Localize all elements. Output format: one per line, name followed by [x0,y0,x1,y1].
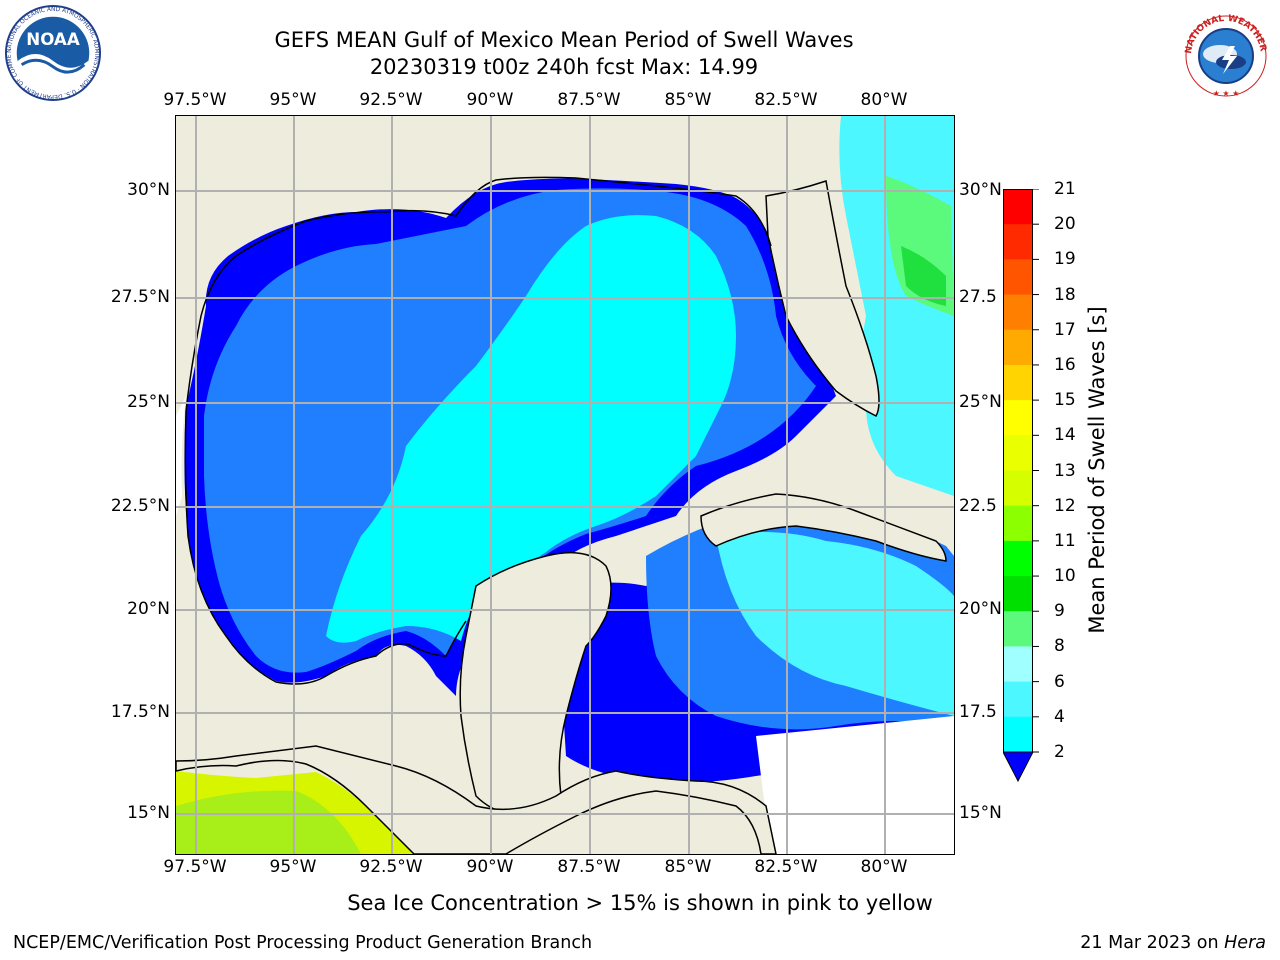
colorbar-tick-label: 19 [1054,249,1076,270]
lon-tick-bottom: 97.5°W [163,857,227,877]
colorbar-tick-label: 16 [1054,354,1076,375]
colorbar-segment [1003,505,1033,542]
colorbar-tick-label: 8 [1054,636,1065,657]
yucatan-land [459,551,612,817]
colorbar-tick-label: 15 [1054,390,1076,411]
no-data-patch [176,396,186,516]
lat-tick-right: 30°N [959,180,1002,200]
lon-tick-top: 82.5°W [754,90,818,110]
colorbar-outline [1003,189,1033,753]
colorbar-tick-label: 10 [1054,566,1076,587]
credit-date: 21 Mar 2023 on [1080,933,1225,953]
lat-tick-right: 27.5 [959,287,997,307]
colorbar-tick-label: 13 [1054,460,1076,481]
lat-tick-right: 25°N [959,392,1002,412]
central-america-land [176,745,777,854]
colorbar-tick-label: 17 [1054,319,1076,340]
lon-tick-bottom: 92.5°W [359,857,423,877]
lon-tick-bottom: 82.5°W [754,857,818,877]
colorbar-segment [1003,189,1033,225]
colorbar-segment [1003,294,1033,331]
colorbar-tick-label: 20 [1054,214,1076,235]
lon-tick-bottom: 80°W [860,857,908,877]
gulf-cyan [326,215,736,643]
lon-tick-bottom: 90°W [466,857,514,877]
colorbar-tick-label: 6 [1054,671,1065,692]
colorbar-segment [1003,364,1033,401]
colorbar [1003,189,1039,783]
lat-tick-left: 15°N [127,803,170,823]
lon-tick-top: 85°W [664,90,712,110]
lat-tick-left: 20°N [127,599,170,619]
svg-text:★ ★ ★: ★ ★ ★ [1213,89,1240,98]
pacific-sea-inner [176,790,361,854]
lon-tick-bottom: 85°W [664,857,712,877]
lat-tick-right: 20°N [959,599,1002,619]
colorbar-tick-label: 9 [1054,601,1065,622]
colorbar-segment [1003,329,1033,366]
map-title: GEFS MEAN Gulf of Mexico Mean Period of … [274,28,854,52]
no-data-patch [756,716,954,854]
colorbar-tick-label: 12 [1054,495,1076,516]
colorbar-tick-label: 4 [1054,706,1065,727]
svg-text:NOAA: NOAA [26,30,80,49]
credit-text: NCEP/EMC/Verification Post Processing Pr… [13,933,593,953]
lon-tick-top: 92.5°W [359,90,423,110]
colorbar-segment [1003,400,1033,436]
caribbean-cyan [716,532,954,716]
colorbar-segment [1003,576,1033,612]
lat-tick-left: 17.5°N [110,702,170,722]
cuba-land [700,493,947,562]
lon-tick-bottom: 95°W [269,857,317,877]
colorbar-tick-label: 11 [1054,530,1076,551]
us-gulf-coastline [185,176,772,412]
gulf-map [175,115,955,855]
lon-tick-top: 90°W [466,90,514,110]
colorbar-tick-label: 14 [1054,425,1076,446]
colorbar-segment [1003,716,1033,753]
colorbar-tick-label: 21 [1054,179,1076,199]
lat-tick-right: 22.5 [959,496,997,516]
colorbar-segment [1003,224,1033,260]
sea-ice-footnote: Sea Ice Concentration > 15% is shown in … [347,891,933,915]
lon-tick-top: 80°W [860,90,908,110]
colorbar-label: Mean Period of Swell Waves [s] [1085,306,1109,634]
colorbar-segment [1003,540,1033,577]
lon-tick-top: 95°W [269,90,317,110]
lat-tick-left: 30°N [127,180,170,200]
lat-tick-right: 17.5 [959,702,997,722]
colorbar-segment [1003,435,1033,471]
date-credit: 21 Mar 2023 on Hera [1080,933,1266,953]
colorbar-segment [1003,259,1033,296]
map-subtitle: 20230319 t00z 240h fcst Max: 14.99 [369,55,759,79]
nws-logo-icon: NATIONAL WEATHER SERVICE ★ ★ ★ [1176,10,1268,98]
map-canvas [176,116,954,854]
lon-tick-top: 87.5°W [557,90,621,110]
lat-tick-left: 22.5°N [110,496,170,516]
colorbar-tick-label: 2 [1054,742,1065,762]
lat-tick-left: 27.5°N [110,287,170,307]
colorbar-segment [1003,681,1033,718]
credit-host: Hera [1224,933,1266,953]
colorbar-extend-arrow [1003,751,1034,783]
colorbar-segment [1003,611,1033,647]
colorbar-segment [1003,646,1033,683]
lat-tick-left: 25°N [127,392,170,412]
colorbar-segment [1003,470,1033,507]
lon-tick-bottom: 87.5°W [557,857,621,877]
colorbar-tick-label: 18 [1054,284,1076,305]
lon-tick-top: 97.5°W [163,90,227,110]
lat-tick-right: 15°N [959,803,1002,823]
atlantic-bright-green [901,246,946,306]
mexico-gulf-coastline [184,410,467,685]
map-grid [176,116,954,854]
noaa-logo-icon: NOAA NATIONAL OCEANIC AND ATMOSPHERIC AD… [4,4,102,102]
